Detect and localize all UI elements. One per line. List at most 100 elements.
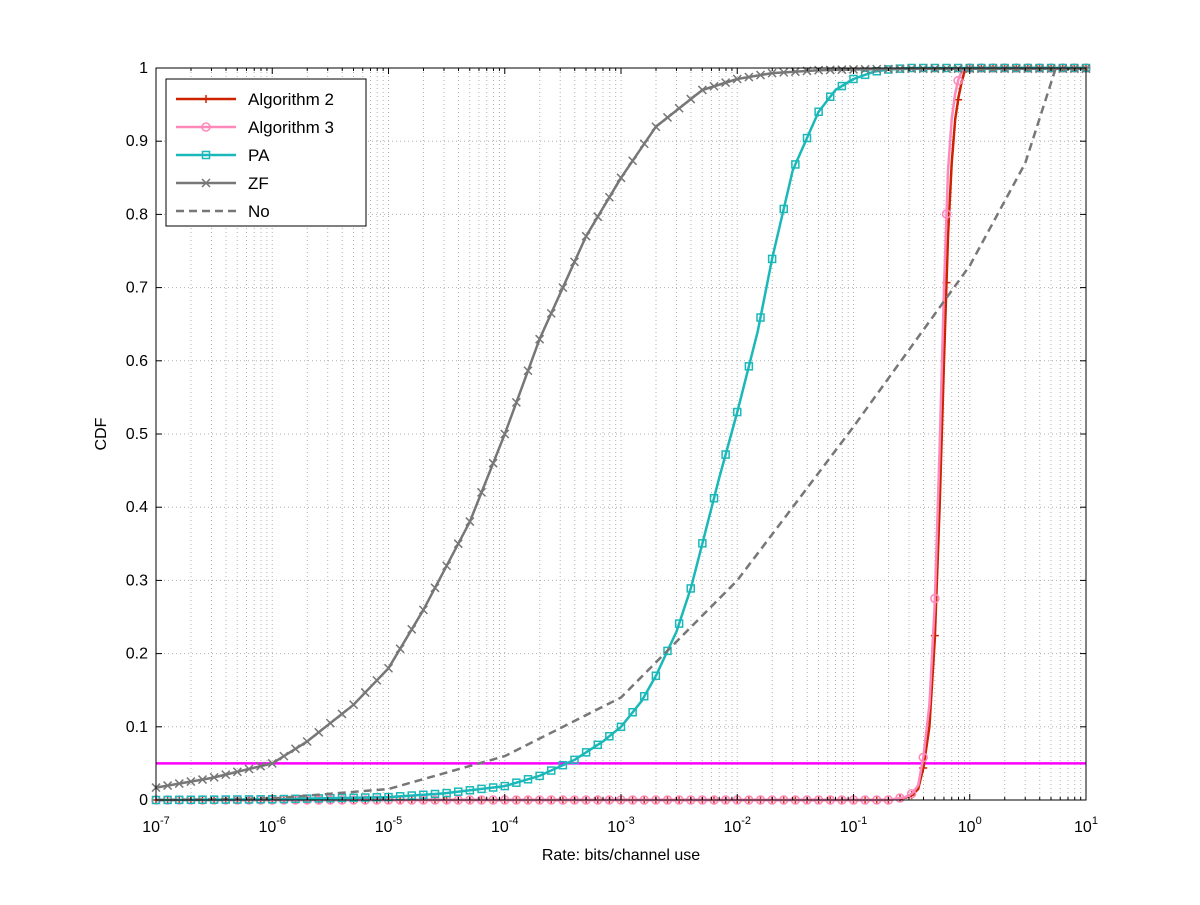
- data-point-zf: [244, 764, 254, 774]
- data-point-zf: [569, 257, 580, 267]
- data-point-zf: [1023, 64, 1033, 74]
- data-point-pa: [698, 539, 707, 548]
- data-point-zf: [500, 429, 510, 439]
- data-point-zf: [535, 334, 545, 344]
- data-point-zf: [465, 517, 475, 527]
- x-tick-label: 10-5: [375, 815, 403, 836]
- data-point-pa: [442, 788, 451, 798]
- data-point-zf: [709, 81, 719, 91]
- y-tick-label: 0.3: [126, 572, 148, 589]
- data-point-zf: [651, 122, 661, 132]
- data-point-pa: [674, 619, 684, 628]
- data-point-pa: [709, 494, 719, 503]
- data-point-pa: [302, 794, 312, 803]
- legend-entry-algorithm-2: Algorithm 2: [176, 90, 334, 109]
- y-tick-label: 0.5: [126, 426, 148, 443]
- data-point-zf: [197, 775, 208, 785]
- data-point-zf: [872, 64, 882, 74]
- data-point-zf: [581, 231, 591, 241]
- data-point-zf: [453, 539, 463, 549]
- legend-entry-pa: PA: [176, 146, 270, 165]
- legend-entry-algorithm-3: Algorithm 3: [176, 118, 334, 137]
- data-point-zf: [209, 772, 219, 782]
- data-point-algorithm-3: [953, 75, 963, 86]
- y-axis-label: CDF: [93, 417, 110, 450]
- data-point-pa: [291, 794, 300, 804]
- data-point-zf: [767, 68, 777, 78]
- data-point-zf: [686, 94, 696, 104]
- legend-marker-zf: [201, 178, 211, 188]
- data-point-pa: [651, 671, 661, 681]
- data-point-pa: [384, 792, 393, 802]
- x-tick-label: 10-4: [491, 815, 519, 836]
- legend-label-pa: PA: [248, 146, 270, 165]
- legend-label-algorithm-2: Algorithm 2: [248, 90, 334, 109]
- data-point-zf: [290, 744, 301, 754]
- data-point-zf: [279, 751, 289, 761]
- data-point-pa: [663, 646, 672, 656]
- data-point-pa: [593, 740, 602, 750]
- data-point-zf: [337, 709, 347, 719]
- data-point-zf: [616, 173, 626, 183]
- data-point-zf: [349, 700, 359, 710]
- y-tick-label: 0: [139, 792, 148, 809]
- data-point-pa: [523, 775, 533, 784]
- data-point-pa: [686, 584, 695, 593]
- legend-entry-no: No: [176, 202, 270, 221]
- data-point-pa: [802, 133, 812, 143]
- data-point-pa: [860, 70, 870, 80]
- data-point-zf: [256, 761, 266, 771]
- series-no: [155, 67, 1057, 802]
- y-tick-label: 1: [139, 60, 148, 77]
- data-point-pa: [826, 92, 835, 101]
- y-tick-label: 0.1: [126, 719, 148, 736]
- data-point-pa: [640, 692, 649, 701]
- data-point-algorithm-3: [930, 593, 940, 604]
- data-point-zf: [407, 624, 417, 634]
- legend-label-algorithm-3: Algorithm 3: [248, 118, 334, 137]
- data-point-zf: [755, 70, 766, 80]
- series-line-no: [155, 67, 1057, 802]
- data-point-algorithm-3: [918, 752, 928, 763]
- data-point-zf: [744, 72, 754, 82]
- y-tick-label: 0.7: [126, 280, 148, 297]
- data-point-pa: [488, 783, 498, 792]
- data-point-pa: [733, 407, 742, 417]
- y-tick-label: 0.8: [126, 206, 148, 223]
- y-tick-label: 0.6: [126, 353, 148, 370]
- data-point-zf: [488, 458, 498, 468]
- data-point-algorithm-3: [895, 793, 905, 803]
- y-tick-label: 0.2: [126, 646, 148, 663]
- data-point-pa: [779, 204, 788, 214]
- data-point-pa: [837, 81, 847, 91]
- legend-label-no: No: [248, 202, 270, 221]
- x-tick-labels: 10-7 10-6 10-5 10-4 10-3 10-2 10-1 100 101: [142, 815, 1098, 836]
- data-point-zf: [779, 67, 789, 77]
- data-point-pa: [407, 791, 416, 800]
- x-tick-label: 10-7: [142, 815, 170, 836]
- data-point-pa: [535, 771, 544, 781]
- data-point-zf: [732, 74, 742, 84]
- legend-marker-algorithm-2: [202, 95, 210, 103]
- data-point-zf: [976, 64, 986, 74]
- data-point-pa: [465, 786, 475, 795]
- data-point-zf: [302, 736, 312, 747]
- data-point-zf: [895, 64, 905, 74]
- legend-box: [165, 78, 367, 227]
- data-point-zf: [511, 397, 521, 407]
- x-tick-label: 10-6: [258, 815, 286, 836]
- data-point-pa: [628, 708, 637, 717]
- data-point-pa: [430, 789, 440, 799]
- data-point-zf: [314, 727, 324, 737]
- data-point-zf: [593, 212, 603, 222]
- data-point-zf: [1058, 64, 1068, 74]
- data-point-zf: [186, 777, 196, 787]
- y-tick-labels: 0 0.1 0.2 0.3 0.4 0.5 0.6 0.7 0.8 0.9 1: [126, 60, 148, 809]
- data-point-zf: [325, 718, 335, 728]
- data-point-zf: [639, 139, 649, 149]
- data-point-zf: [860, 64, 870, 74]
- y-tick-label: 0.9: [126, 133, 148, 150]
- x-tick-label: 10-1: [840, 815, 868, 836]
